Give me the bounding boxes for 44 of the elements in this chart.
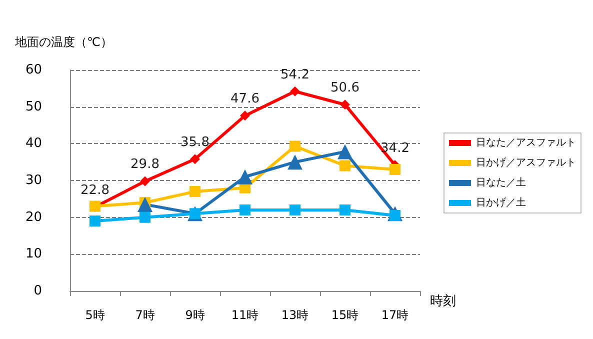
y-tick-label: 10 bbox=[25, 246, 42, 262]
y-tick-label: 50 bbox=[25, 99, 42, 114]
y-tick-label: 60 bbox=[25, 62, 42, 78]
point bbox=[240, 110, 250, 121]
x-tick-label: 9時 bbox=[185, 308, 205, 322]
point bbox=[240, 204, 250, 216]
point bbox=[290, 86, 300, 96]
x-tick-label: 15時 bbox=[331, 308, 359, 322]
legend-label: 日なた／アスファルト bbox=[476, 138, 576, 148]
point bbox=[290, 204, 300, 216]
x-tick-label: 5時 bbox=[85, 308, 105, 322]
data-label: 29.8 bbox=[130, 157, 160, 172]
x-axis-title: 時刻 bbox=[430, 294, 456, 309]
point bbox=[238, 169, 252, 184]
data-label: 50.6 bbox=[330, 80, 360, 96]
data-label: 34.2 bbox=[380, 141, 410, 156]
point bbox=[390, 164, 400, 175]
x-tick-label: 17時 bbox=[381, 308, 409, 322]
point bbox=[190, 154, 200, 164]
y-axis-title: 地面の温度（℃） bbox=[14, 35, 112, 49]
point bbox=[138, 196, 152, 212]
point bbox=[190, 186, 200, 198]
y-tick-label: 40 bbox=[25, 136, 42, 152]
data-label: 47.6 bbox=[230, 92, 260, 107]
point bbox=[140, 212, 150, 223]
y-tick-label: 0 bbox=[34, 284, 42, 298]
y-tick-label: 30 bbox=[25, 173, 42, 188]
point bbox=[338, 144, 352, 160]
point bbox=[340, 160, 350, 172]
y-tick-label: 20 bbox=[25, 210, 42, 225]
point bbox=[290, 140, 300, 152]
legend-label: 日かげ／土 bbox=[476, 196, 526, 208]
point bbox=[340, 100, 350, 110]
point bbox=[288, 154, 302, 170]
legend-label: 日なた／土 bbox=[476, 176, 526, 188]
legend-label: 日かげ／アスファルト bbox=[476, 156, 576, 168]
data-label: 22.8 bbox=[80, 183, 110, 198]
point bbox=[90, 216, 100, 227]
point bbox=[340, 204, 350, 216]
point bbox=[140, 176, 150, 186]
x-tick-label: 11時 bbox=[231, 308, 259, 322]
x-tick-label: 7時 bbox=[135, 308, 155, 322]
x-tick-label: 13時 bbox=[281, 308, 309, 322]
data-label: 54.2 bbox=[280, 67, 310, 82]
